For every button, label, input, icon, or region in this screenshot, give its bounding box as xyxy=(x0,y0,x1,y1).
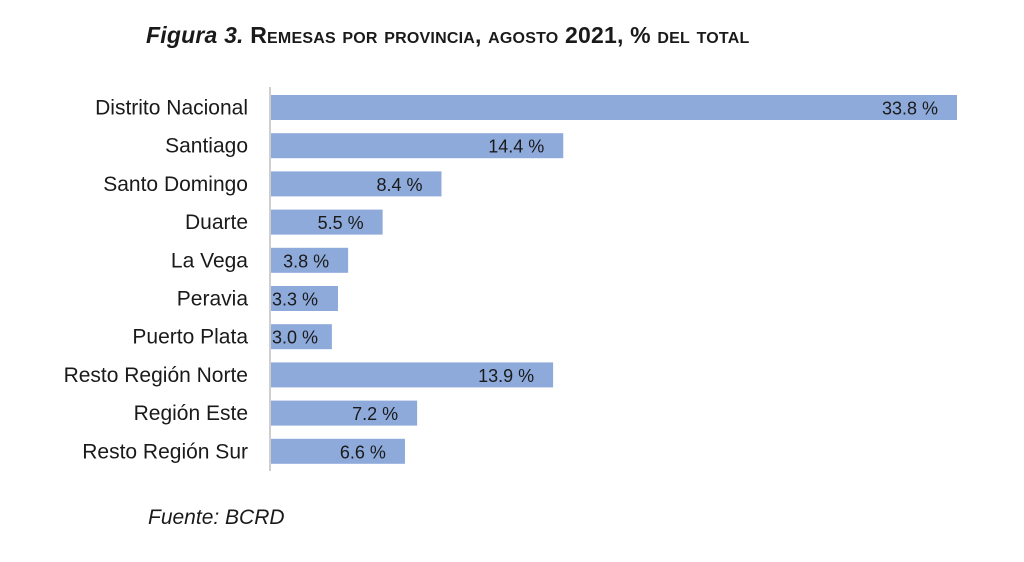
value-label: 5.5 % xyxy=(318,213,364,233)
bar-3 xyxy=(271,209,383,235)
bar-0 xyxy=(271,95,957,120)
category-label: Peravia xyxy=(177,288,249,311)
category-label: Puerto Plata xyxy=(132,326,248,349)
category-label: Distrito Nacional xyxy=(95,97,248,120)
category-label: Santiago xyxy=(165,135,248,158)
bar-chart: Distrito Nacional 33.8 % Santiago 14.4 % San… xyxy=(64,87,957,471)
category-label: Región Este xyxy=(134,402,248,425)
title-main: Remesas por provincia, agosto 2021, % de… xyxy=(250,22,750,48)
value-label: 14.4 % xyxy=(488,137,544,157)
bar-1 xyxy=(271,133,564,159)
value-label: 8.4 % xyxy=(376,175,422,195)
bar-5 xyxy=(271,286,338,311)
bar-7 xyxy=(271,362,554,388)
title-prefix: Figura 3. xyxy=(146,22,244,48)
value-label: 13.9 % xyxy=(478,366,534,386)
value-label: 3.8 % xyxy=(283,251,329,271)
value-label: 6.6 % xyxy=(340,442,386,462)
bar-2 xyxy=(271,171,442,197)
category-label: La Vega xyxy=(171,249,248,272)
value-label: 33.8 % xyxy=(882,99,938,119)
bar-4 xyxy=(271,247,349,273)
value-label: 3.3 % xyxy=(272,290,318,310)
category-label: Duarte xyxy=(185,211,248,234)
category-label: Santo Domingo xyxy=(103,173,248,196)
bar-6 xyxy=(271,324,332,350)
value-label: 3.0 % xyxy=(272,328,318,348)
bars-group: Distrito Nacional 33.8 % Santiago 14.4 % San… xyxy=(64,95,957,464)
source-note: Fuente: BCRD xyxy=(148,506,285,529)
category-label: Resto Región Norte xyxy=(64,364,248,387)
value-label: 7.2 % xyxy=(352,404,398,424)
chart-title: Figura 3. Remesas por provincia, agosto … xyxy=(146,22,1006,49)
bar-9 xyxy=(271,438,405,464)
bar-8 xyxy=(271,400,418,426)
category-label: Resto Región Sur xyxy=(82,440,248,463)
